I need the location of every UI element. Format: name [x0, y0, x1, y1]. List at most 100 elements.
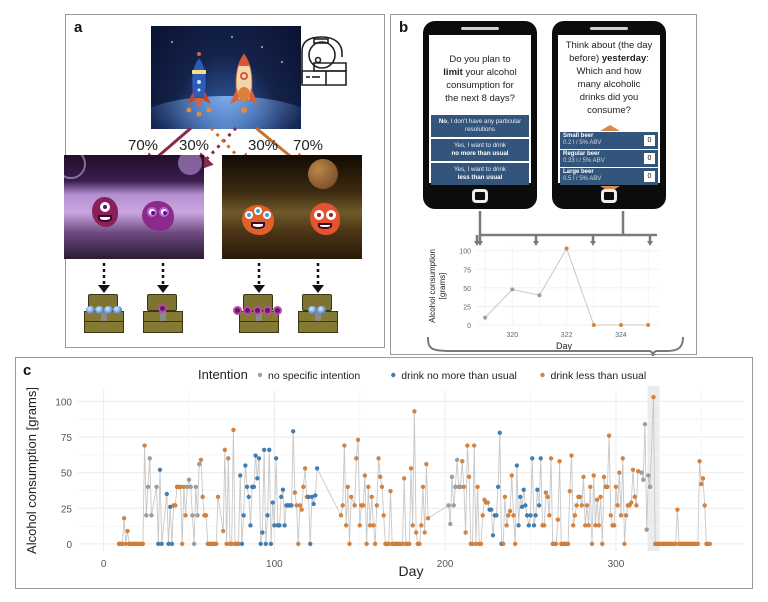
data-point	[502, 494, 508, 500]
purple-coin-icon	[263, 306, 272, 315]
data-point	[260, 530, 265, 535]
inset-data-point	[483, 315, 488, 320]
data-point	[639, 470, 644, 475]
data-point	[547, 513, 552, 518]
data-point	[490, 533, 496, 538]
blue-coin-icon	[95, 306, 104, 314]
data-point	[695, 541, 701, 547]
ring-moon	[64, 155, 86, 179]
purple-coin-icon	[243, 306, 252, 315]
data-point	[598, 494, 603, 500]
data-point	[366, 484, 371, 490]
data-point	[570, 523, 576, 528]
panel-label-c: c	[23, 362, 32, 379]
y-tick-label: 75	[61, 433, 73, 444]
data-point	[451, 503, 456, 508]
data-point	[248, 523, 253, 528]
data-point	[372, 541, 378, 547]
inset-data-point	[537, 293, 542, 298]
intention-question-text: Do you plan to limit your alcohol consum…	[443, 54, 517, 104]
option-no-more-than-usual-button[interactable]: Yes, I want to drink no more than usual	[431, 139, 529, 161]
data-point	[675, 507, 680, 512]
x-tick-label: 200	[437, 559, 454, 570]
data-point	[488, 507, 494, 512]
data-point	[617, 470, 622, 475]
data-point	[352, 503, 357, 508]
data-point	[526, 523, 532, 528]
drink-row-large-beer: Large beer 0.5 l / 5% ABV 0	[560, 168, 658, 185]
small-beer-count-input[interactable]: 0	[644, 135, 655, 146]
data-point	[634, 503, 639, 508]
data-point	[647, 484, 653, 490]
inset-x-tick-label: 322	[561, 332, 573, 339]
data-point	[244, 484, 250, 490]
data-point	[198, 457, 204, 463]
data-point	[567, 488, 573, 494]
data-point	[425, 515, 431, 521]
data-point	[581, 474, 586, 480]
data-point	[290, 429, 296, 434]
data-point	[190, 513, 195, 518]
phone-home-button	[472, 189, 488, 203]
data-point	[454, 457, 460, 463]
data-point	[512, 541, 518, 547]
data-point	[183, 513, 188, 518]
two-rockets-space-scene	[151, 26, 301, 129]
data-point	[200, 494, 205, 500]
blue-coin-icon	[86, 306, 95, 314]
option-no-resolution-button[interactable]: No, I don't have any particular resoluti…	[431, 115, 529, 137]
data-point	[545, 494, 550, 500]
data-point	[145, 484, 151, 490]
phone-screen: Think about (the day before) yesterday: …	[558, 35, 660, 192]
data-point	[144, 513, 149, 518]
x-tick-label: 300	[608, 559, 625, 570]
data-point	[422, 530, 427, 535]
inset-y-axis-title: Alcohol consumption[grams]	[428, 249, 447, 323]
data-point	[459, 458, 465, 464]
data-point	[529, 456, 535, 461]
data-point	[360, 503, 366, 508]
data-point	[569, 453, 574, 458]
inset-x-tick-label: 320	[506, 332, 518, 339]
data-point	[215, 494, 221, 500]
data-point	[347, 541, 352, 547]
data-point	[418, 523, 424, 528]
star	[231, 36, 233, 38]
data-point	[348, 494, 354, 500]
data-point	[406, 541, 412, 547]
inset-consumption-chart: 0 25 50 75 100 320 322 324 Day Alcohol consumptio…	[427, 211, 684, 356]
data-point	[606, 433, 612, 438]
blue-coin-icon	[113, 306, 122, 314]
orange-monster-two-eyed	[310, 203, 340, 235]
data-point	[154, 484, 159, 490]
inset-data-point	[591, 323, 596, 327]
data-point	[268, 541, 274, 547]
purple-planet-scene	[64, 155, 204, 259]
data-point	[301, 484, 306, 490]
data-point	[555, 517, 561, 522]
data-point	[536, 503, 542, 508]
phone-screen: Do you plan to limit your alcohol consum…	[429, 35, 531, 185]
rare-transition-pct-left: 30%	[179, 137, 210, 154]
data-point	[632, 494, 638, 500]
data-point	[528, 513, 533, 518]
inset-y-tick-label: 75	[463, 267, 471, 274]
inset-x-axis-title: Day	[556, 341, 573, 351]
purple-coin-icon	[273, 306, 282, 315]
scroll-up-arrow-icon[interactable]	[600, 125, 620, 131]
panel-a-task-schematic: a	[64, 14, 385, 348]
data-point	[364, 541, 369, 547]
data-point	[447, 521, 453, 527]
data-point	[401, 476, 407, 481]
option-less-than-usual-button[interactable]: Yes, I want to drink less than usual	[431, 163, 529, 185]
data-point	[214, 541, 219, 547]
data-point	[255, 476, 260, 481]
regular-beer-count-input[interactable]: 0	[644, 153, 655, 164]
treasure-chest-3	[233, 294, 282, 334]
data-point	[239, 541, 245, 547]
data-point	[623, 513, 629, 518]
data-point	[589, 541, 595, 547]
large-beer-count-input[interactable]: 0	[644, 171, 655, 182]
data-point	[494, 513, 499, 518]
data-point	[278, 494, 284, 500]
